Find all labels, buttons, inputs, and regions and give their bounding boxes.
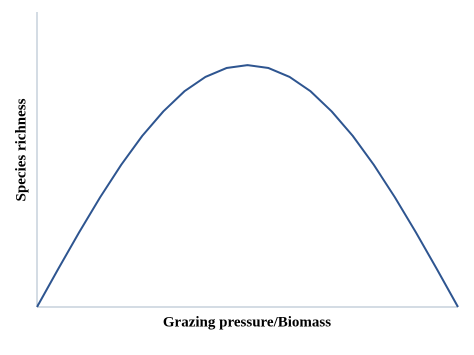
curve xyxy=(36,64,459,308)
x-axis-label: Grazing pressure/Biomass xyxy=(163,314,331,330)
y-axis-label: Species richness xyxy=(13,98,29,201)
